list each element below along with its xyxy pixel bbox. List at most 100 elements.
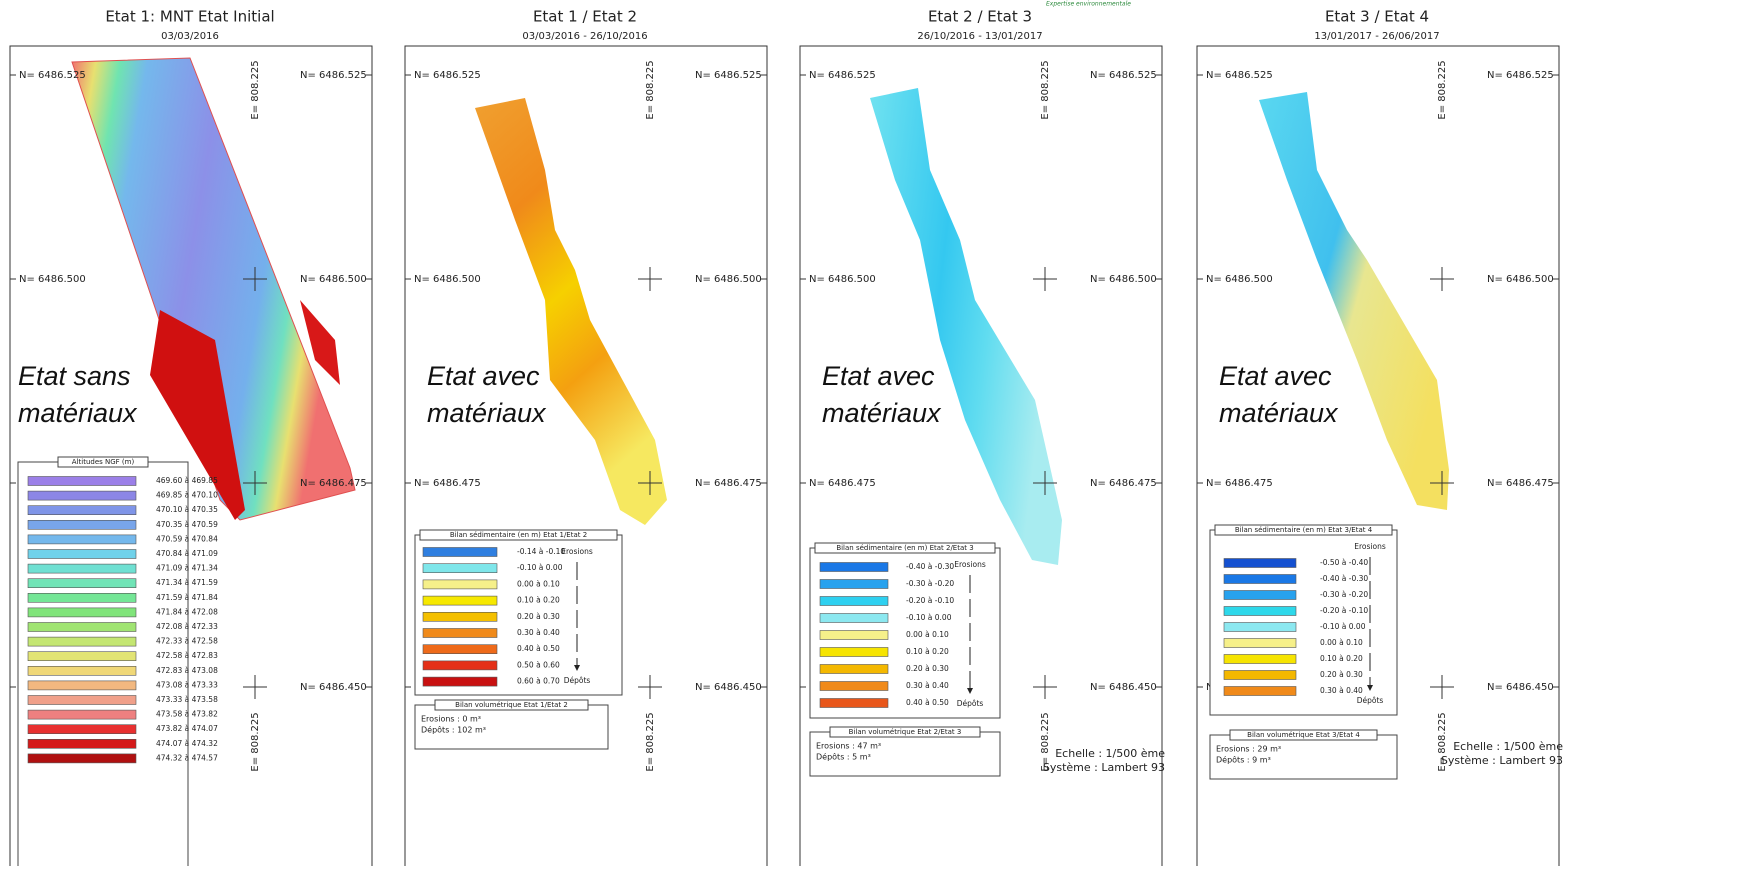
header-note: Expertise environnementale [1046, 1, 1131, 8]
northing-label: N= 6486.525 [414, 70, 481, 81]
figure: Expertise environnementale Etat 1: MNT Et… [0, 0, 1744, 866]
easting-label: E= 808.225 [1040, 60, 1051, 119]
legend-title: Bilan sédimentaire (en m) Etat 1/Etat 2 [450, 531, 587, 539]
legend-label: 469.60 à 469.85 [156, 476, 218, 485]
legend-swatch [1224, 559, 1296, 568]
legend-label: 0.30 à 0.40 [517, 628, 560, 637]
northing-label: N= 6486.500 [809, 274, 876, 285]
northing-label: N= 6486.500 [414, 274, 481, 285]
legend-swatch [423, 677, 497, 686]
volume-line: Dépôts : 9 m³ [1216, 755, 1271, 765]
legend-erosions: Erosions [954, 560, 986, 569]
legend-erosions: Erosions [561, 547, 593, 556]
legend-swatch [423, 548, 497, 557]
legend-swatch [28, 725, 136, 734]
legend-label: -0.10 à 0.00 [906, 613, 952, 622]
legend-title: Bilan sédimentaire (en m) Etat 2/Etat 3 [836, 544, 973, 552]
northing-label: N= 6486.500 [300, 274, 367, 285]
legend-swatch [820, 631, 888, 640]
legend-label: 471.84 à 472.08 [156, 607, 218, 616]
legend-swatch [28, 535, 136, 544]
volume-line: Erosions : 47 m³ [816, 742, 881, 751]
legend-swatch [820, 597, 888, 606]
legend-label: 0.60 à 0.70 [517, 677, 560, 686]
legend-label: 473.82 à 474.07 [156, 724, 218, 733]
legend-label: 473.08 à 473.33 [156, 680, 218, 689]
state-annotation: matériaux [427, 398, 547, 428]
state-annotation: matériaux [1219, 398, 1339, 428]
legend-swatch [820, 648, 888, 657]
legend-swatch [423, 661, 497, 670]
legend-swatch [28, 550, 136, 559]
panel-title: Etat 2 / Etat 3 [928, 8, 1032, 26]
legend-label: -0.20 à -0.10 [1320, 606, 1368, 615]
easting-label: E= 808.225 [250, 712, 261, 771]
legend-label: 0.20 à 0.30 [517, 612, 560, 621]
legend-label: 0.00 à 0.10 [906, 630, 949, 639]
legend-swatch [28, 477, 136, 486]
northing-label: N= 6486.500 [1090, 274, 1157, 285]
legend-label: 471.09 à 471.34 [156, 564, 218, 573]
northing-label: N= 6486.475 [1206, 478, 1273, 489]
legend-swatch [28, 666, 136, 675]
legend-label: 471.34 à 471.59 [156, 578, 218, 587]
northing-label: N= 6486.450 [695, 682, 762, 693]
northing-label: N= 6486.525 [695, 70, 762, 81]
panel-title: Etat 1 / Etat 2 [533, 8, 637, 26]
legend-swatch [1224, 655, 1296, 664]
scale-text: Echelle : 1/500 ème [1055, 747, 1165, 760]
northing-label: N= 6486.475 [1487, 478, 1554, 489]
legend-title: Bilan sédimentaire (en m) Etat 3/Etat 4 [1235, 526, 1373, 534]
legend-swatch [28, 710, 136, 719]
legend-swatch [1224, 671, 1296, 680]
legend-swatch [1224, 575, 1296, 584]
northing-label: N= 6486.525 [1487, 70, 1554, 81]
panel-title: Etat 3 / Etat 4 [1325, 8, 1429, 26]
legend-label: -0.30 à -0.20 [1320, 590, 1368, 599]
legend-swatch [28, 696, 136, 705]
legend-label: 474.07 à 474.32 [156, 739, 218, 748]
legend-swatch [28, 520, 136, 529]
legend-label: 470.59 à 470.84 [156, 534, 218, 543]
northing-label: N= 6486.450 [300, 682, 367, 693]
legend: Bilan sédimentaire (en m) Etat 2/Etat 3 -… [810, 543, 1000, 718]
legend-depots: Dépôts [957, 699, 984, 708]
legend-label: 469.85 à 470.10 [156, 491, 218, 500]
legend-swatch [1224, 623, 1296, 632]
volume-line: Dépôts : 5 m³ [816, 752, 871, 762]
legend-label: 0.20 à 0.30 [1320, 670, 1363, 679]
legend-swatch [1224, 607, 1296, 616]
map-panel: Etat 2 / Etat 3 26/10/2016 - 13/01/2017 N=… [800, 8, 1165, 867]
legend-swatch [423, 629, 497, 638]
legend-label: 471.59 à 471.84 [156, 593, 218, 602]
volume-box: Bilan volumétrique Etat 1/Etat 2Erosions… [415, 700, 608, 749]
legend-swatch [820, 614, 888, 623]
northing-label: N= 6486.500 [19, 274, 86, 285]
legend-swatch [28, 681, 136, 690]
panel-subtitle: 26/10/2016 - 13/01/2017 [917, 31, 1042, 42]
legend-label: 0.50 à 0.60 [517, 660, 560, 669]
legend-label: 473.33 à 473.58 [156, 695, 218, 704]
legend-swatch [820, 682, 888, 691]
legend-label: 470.35 à 470.59 [156, 520, 218, 529]
legend-label: 0.10 à 0.20 [1320, 654, 1363, 663]
legend-label: 472.33 à 472.58 [156, 637, 218, 646]
legend-swatch [423, 645, 497, 654]
legend-label: -0.40 à -0.30 [906, 562, 954, 571]
scale-text: Echelle : 1/500 ème [1453, 740, 1563, 753]
legend-label: 0.00 à 0.10 [1320, 638, 1363, 647]
legend-label: 472.83 à 473.08 [156, 666, 218, 675]
volume-line: Dépôts : 102 m³ [421, 725, 486, 735]
northing-label: N= 6486.500 [1206, 274, 1273, 285]
easting-label: E= 808.225 [1437, 60, 1448, 119]
legend-swatch [28, 652, 136, 661]
state-annotation: Etat avec [822, 361, 935, 391]
legend-swatch [423, 580, 497, 589]
northing-label: N= 6486.450 [1487, 682, 1554, 693]
legend-swatch [28, 739, 136, 748]
legend-swatch [28, 608, 136, 617]
legend-swatch [820, 699, 888, 708]
legend-swatch [28, 623, 136, 632]
